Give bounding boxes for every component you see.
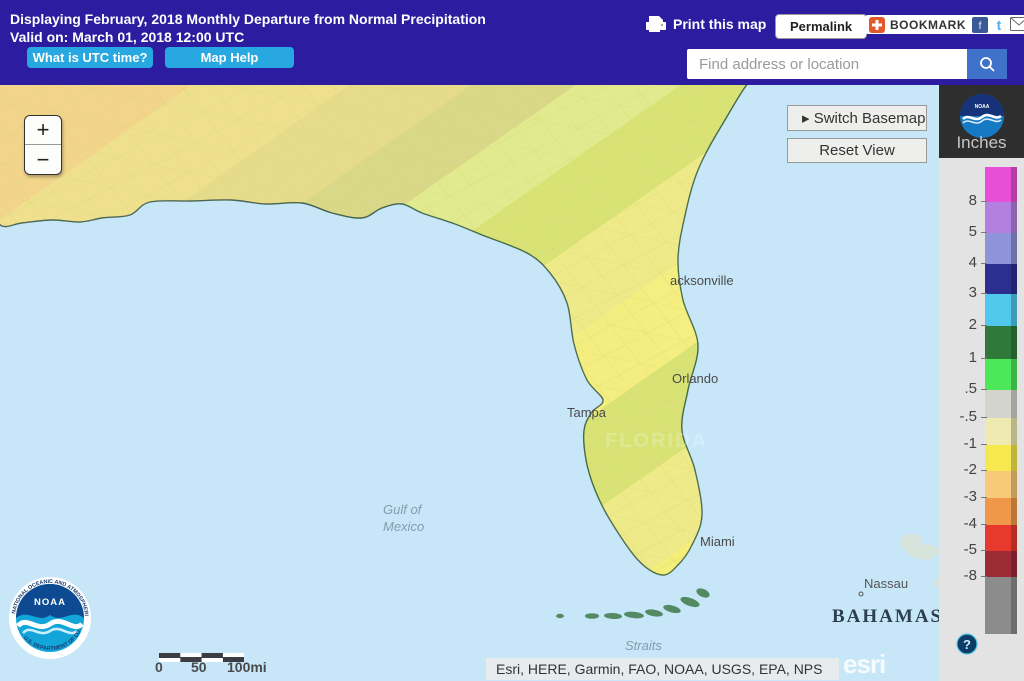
svg-text:t: t [997, 17, 1002, 33]
svg-text:BAHAMAS: BAHAMAS [832, 606, 943, 627]
svg-text:Miami: Miami [700, 534, 735, 549]
svg-text:FLORIDA: FLORIDA [605, 430, 708, 452]
svg-text:NOAA: NOAA [975, 104, 990, 110]
svg-text:Tampa: Tampa [567, 405, 607, 420]
svg-text:f: f [979, 21, 982, 32]
svg-text:Nassau: Nassau [864, 576, 908, 591]
svg-text:Gulf of: Gulf of [383, 502, 423, 517]
svg-text:Mexico: Mexico [383, 519, 424, 534]
svg-text:NOAA: NOAA [34, 597, 66, 608]
svg-text:Straits: Straits [625, 638, 662, 653]
svg-text:?: ? [963, 637, 971, 652]
svg-text:Orlando: Orlando [672, 371, 718, 386]
svg-text:acksonville: acksonville [670, 273, 734, 288]
